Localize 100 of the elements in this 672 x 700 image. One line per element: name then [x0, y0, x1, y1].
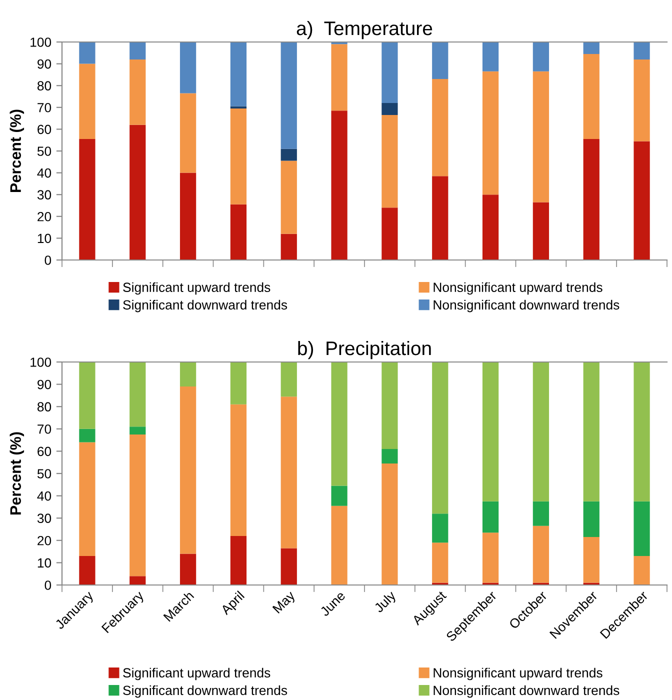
- bar: [130, 426, 146, 434]
- bar: [482, 532, 499, 583]
- bar: [532, 362, 550, 502]
- y-tick-label: 60: [38, 446, 52, 456]
- y-axis-title: Percent (%): [10, 110, 24, 192]
- bar: [130, 434, 146, 576]
- bar: [280, 160, 297, 234]
- y-tick-label: 0: [44, 256, 52, 265]
- bar: [583, 537, 600, 583]
- bar: [331, 362, 348, 486]
- bar: [130, 124, 146, 260]
- bar: [130, 59, 146, 125]
- y-tick-label: 80: [37, 402, 52, 412]
- bar: [79, 64, 96, 140]
- bar: [280, 42, 297, 149]
- y-tick-label: 100: [30, 38, 52, 47]
- y-tick-label: 40: [37, 168, 52, 178]
- y-tick-label: 50: [37, 146, 52, 156]
- bar: [130, 576, 146, 585]
- bar: [634, 59, 650, 142]
- bar: [79, 139, 96, 260]
- bar: [79, 556, 96, 585]
- bar: [79, 362, 96, 429]
- bar: [532, 501, 550, 526]
- bar: [432, 362, 448, 514]
- bar: [331, 110, 348, 260]
- y-tick-label: 10: [38, 558, 52, 568]
- bar: [230, 536, 247, 585]
- y-tick-label: 80: [37, 81, 52, 91]
- bar: [382, 208, 398, 260]
- bar: [230, 204, 247, 260]
- y-tick-label: 20: [38, 536, 52, 546]
- legend-label: Nonsignificant downward trends: [434, 685, 620, 698]
- bar: [382, 103, 398, 116]
- y-tick-label: 0: [44, 580, 52, 590]
- bar: [79, 42, 96, 64]
- bar: [130, 362, 146, 427]
- bar: [583, 501, 600, 538]
- bar: [482, 501, 499, 533]
- bar: [432, 176, 448, 260]
- bar: [180, 42, 196, 94]
- bar: [634, 42, 650, 60]
- bar: [331, 44, 348, 111]
- bar: [382, 362, 398, 449]
- y-tick-label: 10: [38, 234, 52, 244]
- bar: [230, 108, 247, 204]
- bar: [532, 42, 550, 72]
- y-tick-label: 50: [37, 469, 52, 478]
- bar: [382, 463, 398, 585]
- bar: [180, 172, 196, 260]
- y-tick-label: 20: [38, 212, 52, 222]
- bar: [382, 115, 398, 208]
- chart-title: a) Temperature: [296, 20, 432, 40]
- bar: [280, 148, 297, 161]
- bar: [432, 79, 448, 176]
- bar: [230, 42, 247, 106]
- legend-label: Significant downward trends: [123, 685, 288, 698]
- y-tick-label: 100: [30, 358, 52, 367]
- bar: [432, 514, 448, 543]
- y-axis-title: Percent (%): [10, 432, 24, 514]
- legend-label: Nonsignificant downward trends: [434, 300, 620, 312]
- bar: [532, 202, 550, 260]
- bar: [79, 428, 96, 442]
- y-tick-label: 90: [38, 59, 52, 69]
- legend-label: Nonsignificant upward trends: [434, 282, 602, 295]
- x-tick-label: May: [272, 590, 298, 616]
- bar: [583, 54, 600, 140]
- x-tick-label: July: [373, 590, 398, 616]
- chart-title: b) Precipitation: [298, 340, 431, 360]
- bar: [634, 501, 650, 556]
- y-tick-label: 40: [37, 491, 52, 501]
- bar: [382, 42, 398, 104]
- bar: [482, 71, 499, 195]
- bar: [280, 396, 297, 548]
- bar: [280, 362, 297, 397]
- bar: [532, 71, 550, 202]
- bar: [180, 362, 196, 387]
- bar: [130, 42, 146, 60]
- bar: [583, 362, 600, 502]
- bar: [482, 362, 499, 502]
- bar: [583, 139, 600, 260]
- bar: [634, 362, 650, 502]
- bar: [180, 554, 196, 585]
- bar: [482, 42, 499, 72]
- bar: [432, 542, 448, 583]
- y-tick-label: 30: [37, 514, 52, 524]
- bar: [230, 404, 247, 536]
- bar: [634, 556, 650, 585]
- legend-label: Nonsignificant upward trends: [434, 668, 602, 680]
- bar: [180, 386, 196, 554]
- bar: [180, 93, 196, 173]
- legend-label: Significant upward trends: [123, 668, 270, 680]
- bar: [331, 486, 348, 506]
- legend-label: Significant downward trends: [123, 300, 288, 312]
- bar: [280, 548, 297, 585]
- bar: [634, 141, 650, 260]
- y-tick-label: 30: [37, 190, 52, 200]
- bar: [331, 506, 348, 585]
- bar: [280, 234, 297, 260]
- y-tick-label: 70: [38, 102, 52, 112]
